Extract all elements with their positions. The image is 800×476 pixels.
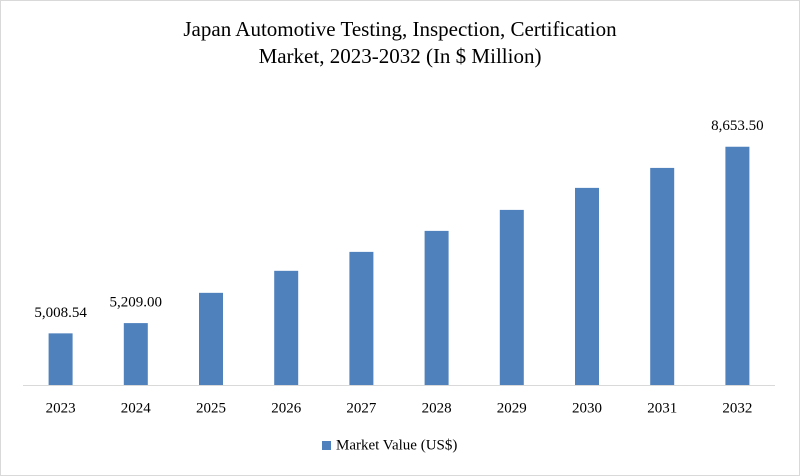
bar [274,270,299,385]
value-label: 8,653.50 [711,118,764,134]
legend-swatch [322,441,331,450]
bar [349,251,374,385]
bar [499,209,524,385]
bar [575,187,599,385]
x-tick-label: 2025 [196,400,226,416]
x-tick-label: 2028 [422,400,452,416]
bar [725,146,750,385]
x-tick-label: 2031 [647,400,677,416]
bar [123,323,148,385]
x-tick-label: 2030 [572,400,602,416]
x-tick-label: 2023 [46,400,76,416]
chart-title: Market, 2023-2032 (In $ Million) [259,44,542,68]
legend-label: Market Value (US$) [336,437,457,453]
bar [199,292,223,385]
bar [424,230,449,385]
chart-title: Japan Automotive Testing, Inspection, Ce… [183,17,617,41]
x-tick-label: 2024 [121,400,152,416]
value-label: 5,209.00 [110,295,163,311]
x-tick-label: 2029 [497,400,527,416]
value-label: 5,008.54 [34,305,87,321]
x-tick-label: 2026 [271,400,302,416]
x-tick-label: 2027 [346,400,377,416]
bar [650,167,675,385]
x-tick-label: 2032 [722,400,752,416]
bar [48,333,73,385]
